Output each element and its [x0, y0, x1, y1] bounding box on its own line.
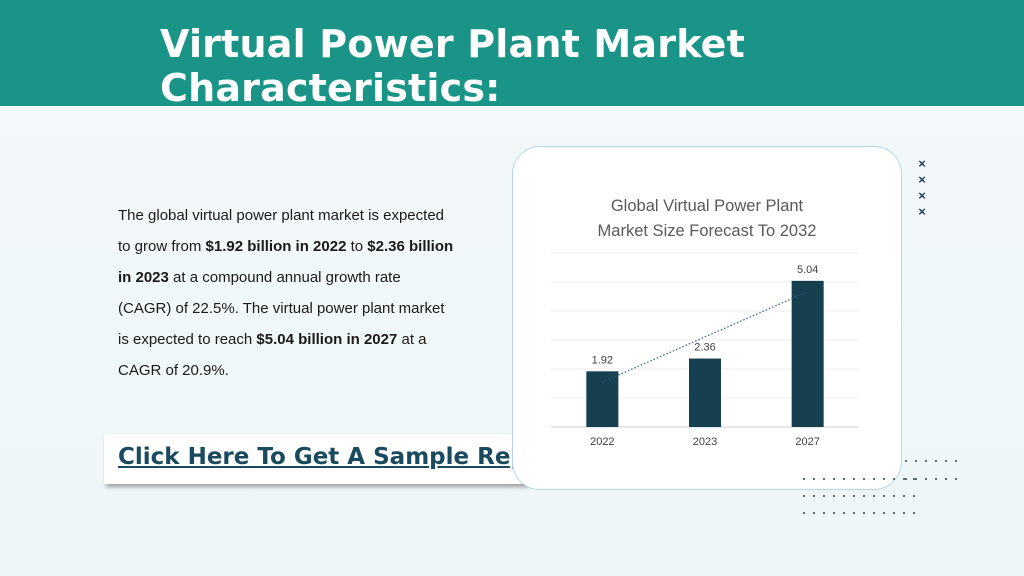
bar-data-label: 5.04 — [797, 264, 818, 276]
dot-icon — [873, 495, 875, 497]
dot-icon — [873, 512, 875, 514]
chart-card: Global Virtual Power Plant Market Size Fo… — [512, 146, 902, 490]
x-mark-icon: × — [918, 172, 926, 187]
chart-title-line: Global Virtual Power Plant — [611, 197, 804, 215]
chart-bar — [689, 358, 721, 427]
dot-icon — [813, 478, 815, 480]
dot-icon — [903, 512, 905, 514]
dot-icon — [913, 495, 915, 497]
dot-icon — [803, 478, 805, 480]
x-mark-icon: × — [918, 204, 926, 219]
desc-bold-2022: $1.92 billion in 2022 — [205, 238, 347, 255]
dot-icon — [883, 495, 885, 497]
dot-icon — [905, 460, 907, 462]
dot-icon — [823, 478, 825, 480]
bar-data-label: 2.36 — [694, 342, 715, 354]
dot-icon — [833, 512, 835, 514]
desc-text-1: The global virtual power plant market is… — [118, 207, 445, 255]
desc-text-2: to — [346, 238, 368, 255]
sample-report-box: Click Here To Get A Sample Report — [104, 434, 565, 484]
dot-icon — [853, 478, 855, 480]
dot-icon — [905, 478, 907, 480]
x-tick-label: 2023 — [693, 436, 717, 448]
x-mark-icon: × — [918, 156, 926, 171]
dot-icon — [823, 495, 825, 497]
x-marks-decoration: × × × × — [914, 156, 930, 220]
dot-icon — [893, 512, 895, 514]
dot-icon — [915, 478, 917, 480]
desc-bold-2027: $5.04 billion in 2027 — [256, 331, 398, 348]
chart-bar — [586, 371, 619, 427]
dot-icon — [843, 478, 845, 480]
dot-icon — [883, 478, 885, 480]
desc-text-4: at a CAGR of 20.9%. — [118, 331, 427, 379]
sample-report-link[interactable]: Click Here To Get A Sample Report — [118, 444, 566, 470]
dot-icon — [863, 512, 865, 514]
dot-icon — [843, 512, 845, 514]
description-paragraph: The global virtual power plant market is… — [118, 200, 458, 386]
dot-icon — [925, 460, 927, 462]
dot-icon — [803, 495, 805, 497]
page-title: Virtual Power Plant Market Characteristi… — [160, 22, 745, 110]
chart-bar — [791, 280, 824, 427]
header-banner: Virtual Power Plant Market Characteristi… — [0, 0, 1024, 110]
dot-icon — [903, 495, 905, 497]
dot-icon — [813, 495, 815, 497]
dot-icon — [823, 512, 825, 514]
dot-icon — [945, 460, 947, 462]
dot-icon — [833, 478, 835, 480]
dot-icon — [803, 512, 805, 514]
dot-icon — [863, 478, 865, 480]
bar-chart: Global Virtual Power Plant Market Size Fo… — [551, 197, 859, 448]
dot-icon — [853, 495, 855, 497]
dot-icon — [935, 478, 937, 480]
x-mark-icon: × — [918, 188, 926, 203]
dot-icon — [863, 495, 865, 497]
dot-icon — [893, 478, 895, 480]
dot-icon — [945, 478, 947, 480]
desc-text-3: at a compound annual growth rate (CAGR) … — [118, 269, 445, 348]
trendline — [602, 291, 808, 383]
chart-title-line: Market Size Forecast To 2032 — [598, 222, 817, 240]
dot-icon — [813, 512, 815, 514]
dot-icon — [935, 460, 937, 462]
dot-icon — [955, 460, 957, 462]
x-tick-label: 2027 — [795, 436, 819, 448]
x-tick-label: 2022 — [590, 436, 614, 448]
dot-icon — [903, 478, 905, 480]
dot-icon — [873, 478, 875, 480]
dot-icon — [843, 495, 845, 497]
dot-icon — [955, 478, 957, 480]
dot-icon — [915, 460, 917, 462]
dot-icon — [913, 512, 915, 514]
dot-icon — [925, 478, 927, 480]
dot-icon — [893, 495, 895, 497]
dot-icon — [853, 512, 855, 514]
dot-icon — [833, 495, 835, 497]
dot-icon — [913, 478, 915, 480]
dot-icon — [883, 512, 885, 514]
desc-bold-2023: $2.36 billion in 2023 — [118, 238, 454, 286]
bar-data-label: 1.92 — [592, 354, 613, 366]
